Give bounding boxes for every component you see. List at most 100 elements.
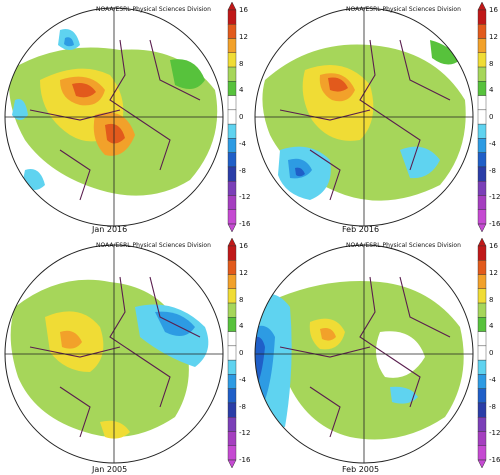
colorbar-tick-label: -16 xyxy=(489,456,500,464)
colorbar-segment xyxy=(477,374,487,389)
colorbar-segment xyxy=(477,180,487,196)
colorbar-top-arrow xyxy=(477,2,487,11)
colorbar-bottom-arrow xyxy=(477,223,487,232)
colorbar-tick-label: 12 xyxy=(239,268,248,277)
colorbar-bottom-arrow xyxy=(227,223,237,232)
colorbar-tick-label: 8 xyxy=(239,295,244,304)
colorbar-segment xyxy=(227,52,237,68)
map-panel-feb-2016: NOAA/ESRL Physical Sciences Division Feb… xyxy=(250,0,500,237)
colorbar-tick-label: 16 xyxy=(489,6,498,14)
colorbar-tick-label: -4 xyxy=(489,375,496,384)
colorbar-segment xyxy=(227,24,237,39)
colorbar xyxy=(227,238,237,468)
colorbar-segment xyxy=(477,195,487,210)
colorbar-segment xyxy=(477,138,487,153)
colorbar-segment xyxy=(227,416,237,432)
colorbar-tick-label: -8 xyxy=(489,402,496,411)
colorbar-segment xyxy=(227,374,237,389)
colorbar-tick-label: 8 xyxy=(239,59,244,68)
colorbar-segment xyxy=(227,359,237,375)
colorbar-segment xyxy=(477,52,487,68)
colorbar-tick-label: -8 xyxy=(239,402,246,411)
colorbar-segment xyxy=(227,245,237,261)
colorbar-tick-label: 12 xyxy=(489,32,498,41)
colorbar-segment xyxy=(227,274,237,289)
colorbar-top-arrow xyxy=(227,238,237,247)
map-panel-feb-2005: NOAA/ESRL Physical Sciences Division Feb… xyxy=(250,237,500,474)
credit-label: NOAA/ESRL Physical Sciences Division xyxy=(96,242,211,249)
colorbar-tick-label: 16 xyxy=(239,6,248,14)
colorbar-tick-label: -4 xyxy=(239,139,246,148)
colorbar-tick-label: -12 xyxy=(489,193,500,202)
colorbar-segment xyxy=(227,38,237,53)
colorbar-segment xyxy=(477,331,487,347)
colorbar-segment xyxy=(227,166,237,182)
colorbar-segment xyxy=(227,402,237,418)
colorbar-top-arrow xyxy=(227,2,237,11)
colorbar-tick-label: -16 xyxy=(239,456,251,464)
colorbar-segment xyxy=(477,9,487,25)
colorbar-segment xyxy=(477,302,487,318)
colorbar-segment xyxy=(227,9,237,25)
colorbar-tick-label: 16 xyxy=(489,242,498,250)
colorbar-segment xyxy=(477,416,487,432)
colorbar-segment xyxy=(227,260,237,275)
colorbar-tick-label: -8 xyxy=(489,166,496,175)
credit-label: NOAA/ESRL Physical Sciences Division xyxy=(96,6,211,13)
panel-caption: Jan 2005 xyxy=(92,465,128,474)
map-panel-jan-2016: NOAA/ESRL Physical Sciences Division Jan… xyxy=(0,0,250,237)
colorbar-tick-label: -12 xyxy=(489,429,500,438)
colorbar-segment xyxy=(477,402,487,418)
colorbar-tick-label: 12 xyxy=(489,268,498,277)
colorbar-segment xyxy=(477,166,487,182)
colorbar-segment xyxy=(477,260,487,275)
panel-caption: Feb 2005 xyxy=(342,465,380,474)
colorbar-segment xyxy=(477,95,487,111)
colorbar-tick-label: -4 xyxy=(489,139,496,148)
colorbar-tick-label: 8 xyxy=(489,59,494,68)
colorbar-bottom-arrow xyxy=(227,459,237,468)
colorbar-segment xyxy=(477,288,487,304)
colorbar-segment xyxy=(477,431,487,446)
colorbar-tick-label: -12 xyxy=(239,193,251,202)
colorbar-segment xyxy=(477,81,487,96)
colorbar xyxy=(477,238,487,468)
colorbar-segment xyxy=(477,109,487,125)
colorbar-segment xyxy=(477,123,487,139)
colorbar-tick-label: 0 xyxy=(239,349,244,357)
colorbar-segment xyxy=(227,195,237,210)
colorbar-segment xyxy=(477,388,487,404)
colorbar-tick-label: -12 xyxy=(239,429,251,438)
colorbar-segment xyxy=(227,152,237,168)
polar-anomaly-map xyxy=(4,244,224,464)
colorbar-segment xyxy=(227,431,237,446)
colorbar-tick-label: 4 xyxy=(239,86,244,95)
polar-anomaly-map xyxy=(4,7,224,227)
colorbar-segment xyxy=(227,180,237,196)
colorbar-segment xyxy=(227,317,237,332)
colorbar-segment xyxy=(477,445,487,461)
credit-label: NOAA/ESRL Physical Sciences Division xyxy=(346,242,461,249)
colorbar-segment xyxy=(227,445,237,461)
colorbar-tick-label: 0 xyxy=(239,113,244,121)
colorbar-segment xyxy=(477,66,487,82)
colorbar-tick-label: -4 xyxy=(239,375,246,384)
colorbar-segment xyxy=(477,152,487,168)
polar-anomaly-map xyxy=(254,244,474,464)
colorbar-tick-label: 8 xyxy=(489,295,494,304)
colorbar-segment xyxy=(477,317,487,332)
colorbar-segment xyxy=(227,95,237,111)
colorbar-tick-label: 0 xyxy=(489,349,494,357)
colorbar-segment xyxy=(227,288,237,304)
colorbar-segment xyxy=(477,24,487,39)
colorbar-segment xyxy=(227,209,237,225)
colorbar-tick-label: -16 xyxy=(239,220,251,228)
colorbar-segment xyxy=(477,209,487,225)
colorbar-bottom-arrow xyxy=(477,459,487,468)
map-panel-jan-2005: NOAA/ESRL Physical Sciences Division Jan… xyxy=(0,237,250,474)
colorbar xyxy=(477,2,487,232)
colorbar-segment xyxy=(477,38,487,53)
colorbar-tick-label: -16 xyxy=(489,220,500,228)
colorbar-segment xyxy=(227,331,237,347)
panel-caption: Jan 2016 xyxy=(92,225,128,234)
